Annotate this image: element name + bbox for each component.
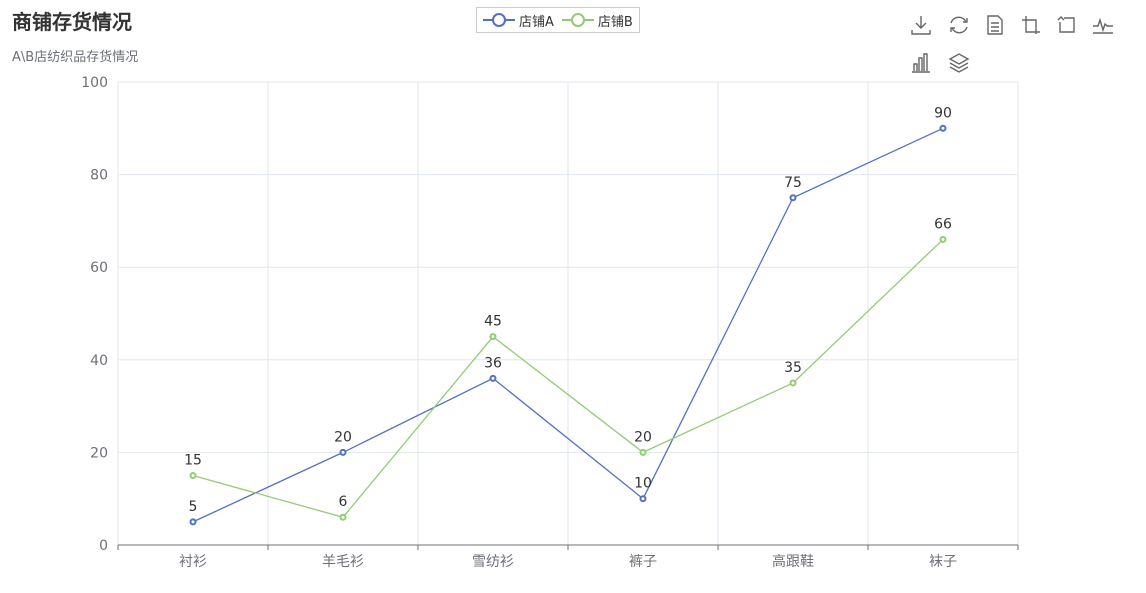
data-point bbox=[789, 379, 797, 387]
legend-item-store-a[interactable]: 店铺A bbox=[483, 11, 554, 30]
legend: 店铺A 店铺B bbox=[476, 7, 640, 33]
series-store-a: 5 20 36 10 75 90 bbox=[189, 105, 952, 526]
data-label: 75 bbox=[784, 175, 802, 191]
legend-label-store-b: 店铺B bbox=[597, 14, 633, 30]
legend-label-store-a: 店铺A bbox=[519, 14, 554, 30]
data-point bbox=[489, 333, 497, 341]
x-tick-label: 羊毛衫 bbox=[322, 554, 364, 570]
x-tick-label: 袜子 bbox=[929, 554, 957, 570]
data-label: 35 bbox=[784, 360, 802, 376]
data-point bbox=[489, 374, 497, 382]
y-tick-label: 80 bbox=[90, 168, 108, 184]
y-tick-label: 40 bbox=[90, 353, 108, 369]
legend-marker-store-a-icon bbox=[483, 13, 515, 27]
data-label: 15 bbox=[184, 453, 202, 469]
chart-subtitle: A\B店纺织品存货情况 bbox=[12, 50, 139, 65]
data-point bbox=[939, 124, 947, 132]
data-point bbox=[339, 448, 347, 456]
legend-item-store-b[interactable]: 店铺B bbox=[561, 11, 633, 30]
data-label: 36 bbox=[484, 355, 502, 371]
data-label: 20 bbox=[334, 429, 352, 445]
data-label: 10 bbox=[634, 476, 652, 492]
y-tick-label: 100 bbox=[81, 75, 108, 91]
bar-chart-icon[interactable] bbox=[908, 50, 934, 76]
series-store-b: 15 6 45 20 35 66 bbox=[184, 216, 952, 521]
x-tick-label: 衬衫 bbox=[179, 554, 207, 570]
x-tick-label: 雪纺衫 bbox=[472, 554, 514, 570]
data-point bbox=[639, 448, 647, 456]
data-label: 6 bbox=[339, 494, 348, 510]
x-tick-label: 高跟鞋 bbox=[772, 553, 814, 570]
data-label: 20 bbox=[634, 429, 652, 445]
legend-marker-store-b-icon bbox=[561, 13, 594, 27]
stack-icon[interactable] bbox=[946, 50, 972, 76]
data-view-icon[interactable] bbox=[982, 12, 1008, 38]
toolbox bbox=[908, 12, 1118, 82]
data-point bbox=[789, 194, 797, 202]
data-point bbox=[639, 495, 647, 503]
data-point bbox=[939, 235, 947, 243]
data-point bbox=[189, 518, 197, 526]
download-icon[interactable] bbox=[908, 12, 934, 38]
chart-title: 商铺存货情况 bbox=[12, 10, 132, 34]
y-tick-label: 0 bbox=[99, 538, 108, 554]
zoom-icon[interactable] bbox=[1018, 12, 1044, 38]
x-tick-label: 裤子 bbox=[629, 554, 657, 570]
series-line bbox=[192, 127, 944, 523]
data-label: 5 bbox=[189, 499, 198, 515]
data-label: 45 bbox=[484, 314, 502, 330]
refresh-icon[interactable] bbox=[946, 12, 972, 38]
y-tick-label: 60 bbox=[90, 260, 108, 276]
data-label: 66 bbox=[934, 216, 952, 232]
series-line bbox=[192, 238, 944, 518]
data-label: 90 bbox=[934, 105, 952, 121]
line-chart-icon[interactable] bbox=[1090, 12, 1116, 38]
data-point bbox=[339, 513, 347, 521]
zoom-reset-icon[interactable] bbox=[1054, 12, 1080, 38]
data-point bbox=[189, 472, 197, 480]
y-tick-label: 20 bbox=[90, 445, 108, 461]
